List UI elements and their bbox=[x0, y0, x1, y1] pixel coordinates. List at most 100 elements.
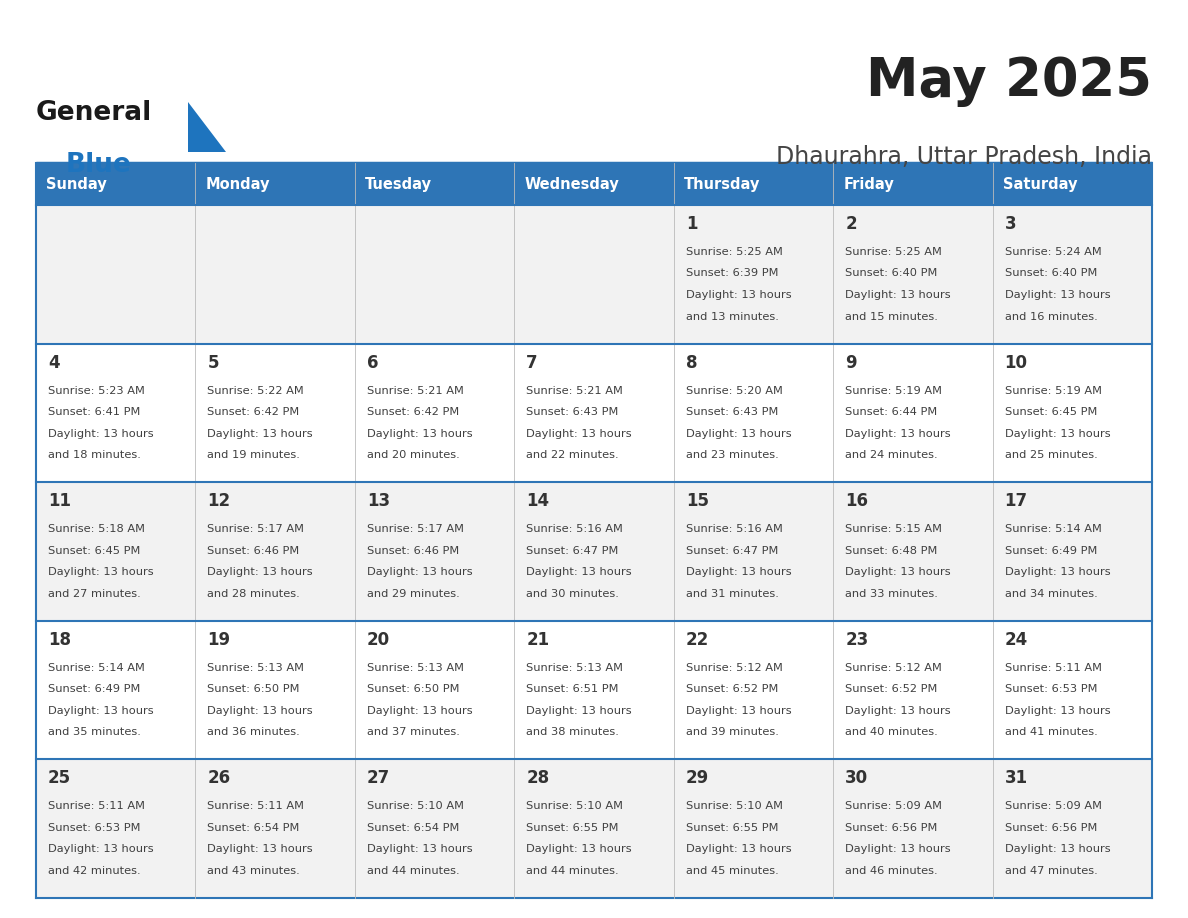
Text: 5: 5 bbox=[208, 353, 219, 372]
Text: Daylight: 13 hours: Daylight: 13 hours bbox=[526, 845, 632, 855]
Text: 22: 22 bbox=[685, 631, 709, 649]
Text: Sunrise: 5:23 AM: Sunrise: 5:23 AM bbox=[48, 386, 145, 396]
Text: and 35 minutes.: and 35 minutes. bbox=[48, 727, 141, 737]
Text: 17: 17 bbox=[1005, 492, 1028, 510]
Bar bbox=[514, 163, 674, 205]
Text: Daylight: 13 hours: Daylight: 13 hours bbox=[367, 845, 473, 855]
Text: 28: 28 bbox=[526, 769, 549, 788]
Text: Dhaurahra, Uttar Pradesh, India: Dhaurahra, Uttar Pradesh, India bbox=[776, 145, 1152, 169]
Text: Daylight: 13 hours: Daylight: 13 hours bbox=[367, 567, 473, 577]
Text: Daylight: 13 hours: Daylight: 13 hours bbox=[208, 429, 314, 439]
Text: Sunrise: 5:10 AM: Sunrise: 5:10 AM bbox=[685, 801, 783, 812]
Text: Sunrise: 5:13 AM: Sunrise: 5:13 AM bbox=[526, 663, 624, 673]
Text: Daylight: 13 hours: Daylight: 13 hours bbox=[208, 567, 314, 577]
Text: Daylight: 13 hours: Daylight: 13 hours bbox=[367, 706, 473, 716]
Text: Sunset: 6:52 PM: Sunset: 6:52 PM bbox=[685, 684, 778, 694]
Text: 30: 30 bbox=[845, 769, 868, 788]
Bar bbox=[833, 163, 992, 205]
Text: Saturday: Saturday bbox=[1003, 176, 1078, 192]
Text: Friday: Friday bbox=[843, 176, 893, 192]
Text: and 40 minutes.: and 40 minutes. bbox=[845, 727, 937, 737]
Text: Sunrise: 5:10 AM: Sunrise: 5:10 AM bbox=[367, 801, 463, 812]
Text: Sunrise: 5:20 AM: Sunrise: 5:20 AM bbox=[685, 386, 783, 396]
Text: and 44 minutes.: and 44 minutes. bbox=[526, 866, 619, 876]
Text: Sunrise: 5:19 AM: Sunrise: 5:19 AM bbox=[845, 386, 942, 396]
Bar bbox=[36, 343, 1152, 482]
Text: 12: 12 bbox=[208, 492, 230, 510]
Text: Daylight: 13 hours: Daylight: 13 hours bbox=[845, 706, 950, 716]
Text: Sunset: 6:47 PM: Sunset: 6:47 PM bbox=[685, 545, 778, 555]
Text: 16: 16 bbox=[845, 492, 868, 510]
Text: and 43 minutes.: and 43 minutes. bbox=[208, 866, 301, 876]
Text: Sunset: 6:51 PM: Sunset: 6:51 PM bbox=[526, 684, 619, 694]
Text: Sunset: 6:40 PM: Sunset: 6:40 PM bbox=[845, 268, 937, 278]
Text: Sunrise: 5:14 AM: Sunrise: 5:14 AM bbox=[1005, 524, 1101, 534]
Text: 26: 26 bbox=[208, 769, 230, 788]
Text: Daylight: 13 hours: Daylight: 13 hours bbox=[526, 429, 632, 439]
Text: Daylight: 13 hours: Daylight: 13 hours bbox=[1005, 290, 1111, 300]
Bar bbox=[36, 759, 1152, 898]
Text: Sunrise: 5:24 AM: Sunrise: 5:24 AM bbox=[1005, 247, 1101, 257]
Text: Sunrise: 5:17 AM: Sunrise: 5:17 AM bbox=[367, 524, 463, 534]
Text: Sunrise: 5:25 AM: Sunrise: 5:25 AM bbox=[845, 247, 942, 257]
Text: Sunset: 6:49 PM: Sunset: 6:49 PM bbox=[1005, 545, 1097, 555]
Text: Daylight: 13 hours: Daylight: 13 hours bbox=[48, 567, 153, 577]
Text: 29: 29 bbox=[685, 769, 709, 788]
Text: Sunset: 6:42 PM: Sunset: 6:42 PM bbox=[367, 407, 459, 417]
Text: Daylight: 13 hours: Daylight: 13 hours bbox=[48, 706, 153, 716]
Text: 20: 20 bbox=[367, 631, 390, 649]
Text: 3: 3 bbox=[1005, 215, 1016, 233]
Text: Sunrise: 5:25 AM: Sunrise: 5:25 AM bbox=[685, 247, 783, 257]
Bar bbox=[992, 163, 1152, 205]
Text: Thursday: Thursday bbox=[684, 176, 760, 192]
Text: Sunset: 6:43 PM: Sunset: 6:43 PM bbox=[685, 407, 778, 417]
Text: Sunrise: 5:13 AM: Sunrise: 5:13 AM bbox=[367, 663, 463, 673]
Text: 19: 19 bbox=[208, 631, 230, 649]
Text: Monday: Monday bbox=[206, 176, 270, 192]
Text: Sunset: 6:52 PM: Sunset: 6:52 PM bbox=[845, 684, 937, 694]
Text: Sunset: 6:54 PM: Sunset: 6:54 PM bbox=[367, 823, 460, 833]
Text: and 15 minutes.: and 15 minutes. bbox=[845, 311, 939, 321]
Text: May 2025: May 2025 bbox=[866, 55, 1152, 107]
Text: Daylight: 13 hours: Daylight: 13 hours bbox=[367, 429, 473, 439]
Text: Sunset: 6:45 PM: Sunset: 6:45 PM bbox=[1005, 407, 1097, 417]
Text: Sunrise: 5:16 AM: Sunrise: 5:16 AM bbox=[685, 524, 783, 534]
Text: and 33 minutes.: and 33 minutes. bbox=[845, 588, 939, 599]
Bar bbox=[196, 163, 355, 205]
Text: 24: 24 bbox=[1005, 631, 1028, 649]
Text: and 29 minutes.: and 29 minutes. bbox=[367, 588, 460, 599]
Text: Daylight: 13 hours: Daylight: 13 hours bbox=[48, 429, 153, 439]
Text: and 31 minutes.: and 31 minutes. bbox=[685, 588, 778, 599]
Text: 14: 14 bbox=[526, 492, 549, 510]
Text: Daylight: 13 hours: Daylight: 13 hours bbox=[208, 706, 314, 716]
Text: and 24 minutes.: and 24 minutes. bbox=[845, 450, 937, 460]
Text: and 30 minutes.: and 30 minutes. bbox=[526, 588, 619, 599]
Text: Sunset: 6:42 PM: Sunset: 6:42 PM bbox=[208, 407, 299, 417]
Text: Sunset: 6:44 PM: Sunset: 6:44 PM bbox=[845, 407, 937, 417]
Text: Sunset: 6:40 PM: Sunset: 6:40 PM bbox=[1005, 268, 1097, 278]
Text: Daylight: 13 hours: Daylight: 13 hours bbox=[685, 290, 791, 300]
Text: and 28 minutes.: and 28 minutes. bbox=[208, 588, 301, 599]
Bar bbox=[36, 482, 1152, 621]
Text: Sunset: 6:43 PM: Sunset: 6:43 PM bbox=[526, 407, 619, 417]
Bar bbox=[36, 205, 1152, 343]
Text: Tuesday: Tuesday bbox=[365, 176, 432, 192]
Text: and 41 minutes.: and 41 minutes. bbox=[1005, 727, 1098, 737]
Text: and 27 minutes.: and 27 minutes. bbox=[48, 588, 140, 599]
Text: Daylight: 13 hours: Daylight: 13 hours bbox=[1005, 845, 1111, 855]
Text: and 45 minutes.: and 45 minutes. bbox=[685, 866, 778, 876]
Text: Sunset: 6:50 PM: Sunset: 6:50 PM bbox=[367, 684, 460, 694]
Text: and 37 minutes.: and 37 minutes. bbox=[367, 727, 460, 737]
Text: Sunset: 6:47 PM: Sunset: 6:47 PM bbox=[526, 545, 619, 555]
Bar bbox=[355, 163, 514, 205]
Bar bbox=[674, 163, 833, 205]
Text: 7: 7 bbox=[526, 353, 538, 372]
Text: Sunrise: 5:10 AM: Sunrise: 5:10 AM bbox=[526, 801, 624, 812]
Bar bbox=[36, 163, 196, 205]
Text: Daylight: 13 hours: Daylight: 13 hours bbox=[845, 429, 950, 439]
Text: Sunrise: 5:19 AM: Sunrise: 5:19 AM bbox=[1005, 386, 1101, 396]
Text: Daylight: 13 hours: Daylight: 13 hours bbox=[1005, 706, 1111, 716]
Text: 27: 27 bbox=[367, 769, 390, 788]
Text: Sunset: 6:53 PM: Sunset: 6:53 PM bbox=[48, 823, 140, 833]
Text: 21: 21 bbox=[526, 631, 549, 649]
